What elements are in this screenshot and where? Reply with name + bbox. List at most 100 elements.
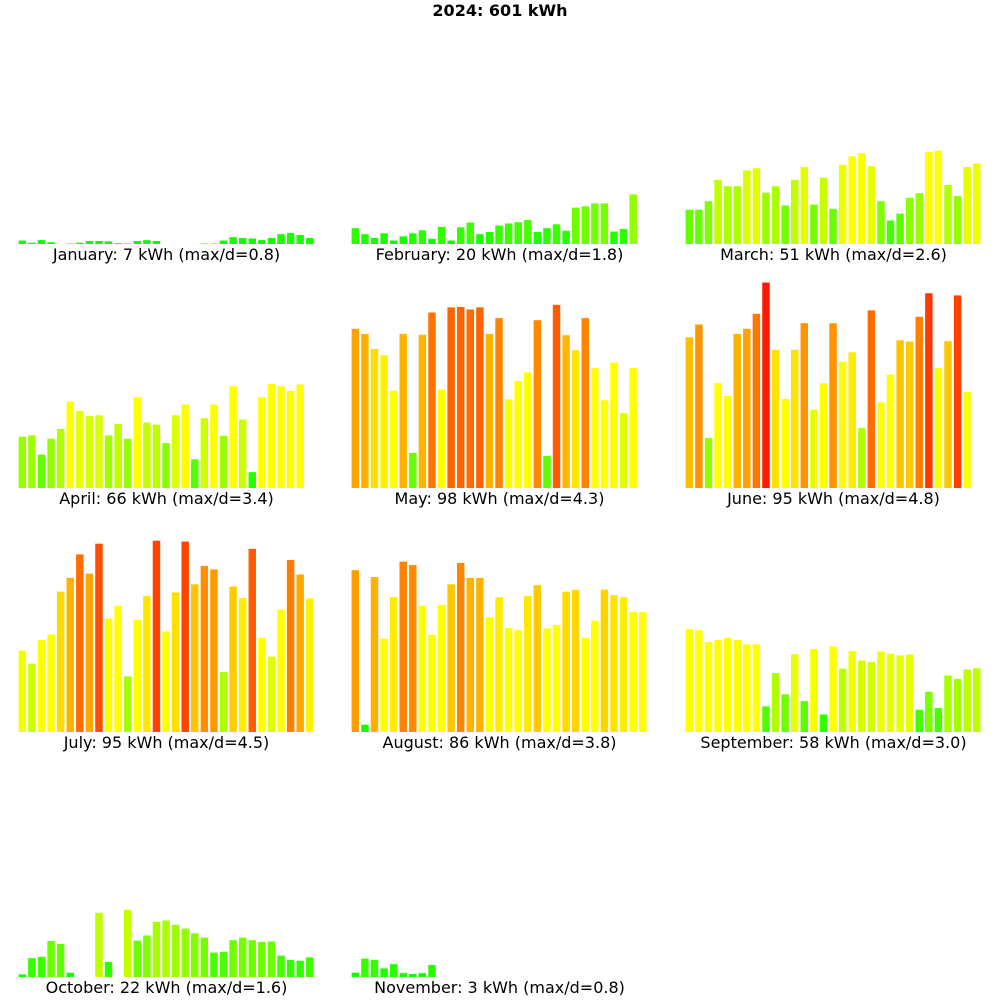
day-bar <box>743 328 751 488</box>
day-bar <box>123 438 132 488</box>
day-bar <box>915 709 924 732</box>
day-bar <box>389 240 398 244</box>
day-bar <box>258 941 266 977</box>
day-bar <box>629 368 637 488</box>
day-bar <box>229 940 237 977</box>
day-bar <box>524 372 532 488</box>
month-panel-10: October: 22 kWh (max/d=1.6) <box>18 909 314 997</box>
month-label: February: 20 kWh (max/d=1.8) <box>376 245 624 264</box>
day-bar <box>858 660 866 732</box>
day-bar <box>562 591 570 732</box>
day-bar <box>504 628 513 732</box>
day-bar <box>123 676 132 732</box>
day-bar <box>743 644 751 732</box>
day-bar <box>389 964 398 977</box>
day-bar <box>685 629 694 732</box>
day-bar <box>619 413 628 488</box>
day-bar <box>28 958 36 977</box>
day-bar <box>963 166 971 244</box>
day-bar <box>361 333 369 488</box>
day-bar <box>685 209 694 244</box>
day-bar <box>762 706 770 732</box>
day-bar <box>210 952 218 977</box>
day-bar <box>56 944 65 977</box>
day-bar <box>428 312 436 488</box>
day-bar <box>418 973 427 977</box>
day-bar <box>286 559 295 732</box>
day-bar <box>306 957 314 977</box>
day-bar <box>495 597 503 732</box>
day-bar <box>248 238 257 244</box>
month-panel-6: June: 95 kWh (max/d=4.8) <box>685 282 971 508</box>
month-label: November: 3 kWh (max/d=0.8) <box>374 978 625 997</box>
day-bar <box>905 197 914 244</box>
day-bar <box>229 586 237 732</box>
day-bar <box>114 243 122 244</box>
day-bar <box>963 391 971 488</box>
day-bar <box>953 678 962 732</box>
day-bar <box>704 642 713 732</box>
day-bar <box>47 634 55 732</box>
day-bar <box>351 228 360 244</box>
day-bar <box>867 661 876 732</box>
day-bar <box>877 402 885 488</box>
day-bar <box>944 184 952 244</box>
day-bar <box>619 229 628 244</box>
day-bar <box>267 656 276 732</box>
day-bar <box>76 242 84 244</box>
day-bar <box>296 574 304 732</box>
day-bar <box>162 631 170 732</box>
day-bar <box>238 598 247 732</box>
day-bar <box>258 397 266 488</box>
month-label: March: 51 kWh (max/d=2.6) <box>720 245 947 264</box>
day-bar <box>485 232 494 244</box>
month-panel-11: November: 3 kWh (max/d=0.8) <box>351 958 625 997</box>
day-bar <box>600 203 609 244</box>
day-bar <box>200 418 209 488</box>
day-bar <box>399 333 407 488</box>
day-bar <box>944 341 952 488</box>
day-bar <box>258 240 266 244</box>
month-label: May: 98 kWh (max/d=4.3) <box>395 489 605 508</box>
day-bar <box>495 225 503 244</box>
day-bar <box>248 472 257 488</box>
day-bar <box>771 186 780 244</box>
day-bar <box>629 612 637 732</box>
day-bar <box>370 238 379 244</box>
day-bar <box>351 328 360 488</box>
day-bar <box>685 337 694 488</box>
day-bar <box>418 230 427 244</box>
day-bar <box>514 630 522 732</box>
day-bar <box>800 323 809 488</box>
day-bar <box>47 242 55 244</box>
day-bar <box>409 565 417 732</box>
day-bar <box>229 386 237 488</box>
day-bar <box>819 177 828 244</box>
day-bar <box>886 374 895 488</box>
day-bar <box>762 192 770 244</box>
day-bar <box>714 383 722 488</box>
day-bar <box>286 232 295 244</box>
day-bar <box>571 350 580 488</box>
day-bar <box>752 644 761 732</box>
day-bar <box>619 597 628 732</box>
day-bar <box>733 333 741 488</box>
day-bar <box>47 438 55 488</box>
day-bar <box>829 323 837 488</box>
month-label: July: 95 kWh (max/d=4.5) <box>63 733 270 752</box>
day-bar <box>514 222 522 244</box>
day-bar <box>915 193 924 244</box>
month-panel-5: May: 98 kWh (max/d=4.3) <box>351 304 637 508</box>
day-bar <box>858 428 866 488</box>
day-bar <box>66 401 74 488</box>
day-bar <box>133 619 142 732</box>
day-bar <box>456 227 465 244</box>
day-bar <box>704 437 713 488</box>
day-bar <box>437 226 446 244</box>
day-bar <box>610 595 618 732</box>
day-bar <box>286 390 295 488</box>
month-label: August: 86 kWh (max/d=3.8) <box>383 733 617 752</box>
day-bar <box>600 400 609 488</box>
day-bar <box>380 968 388 977</box>
